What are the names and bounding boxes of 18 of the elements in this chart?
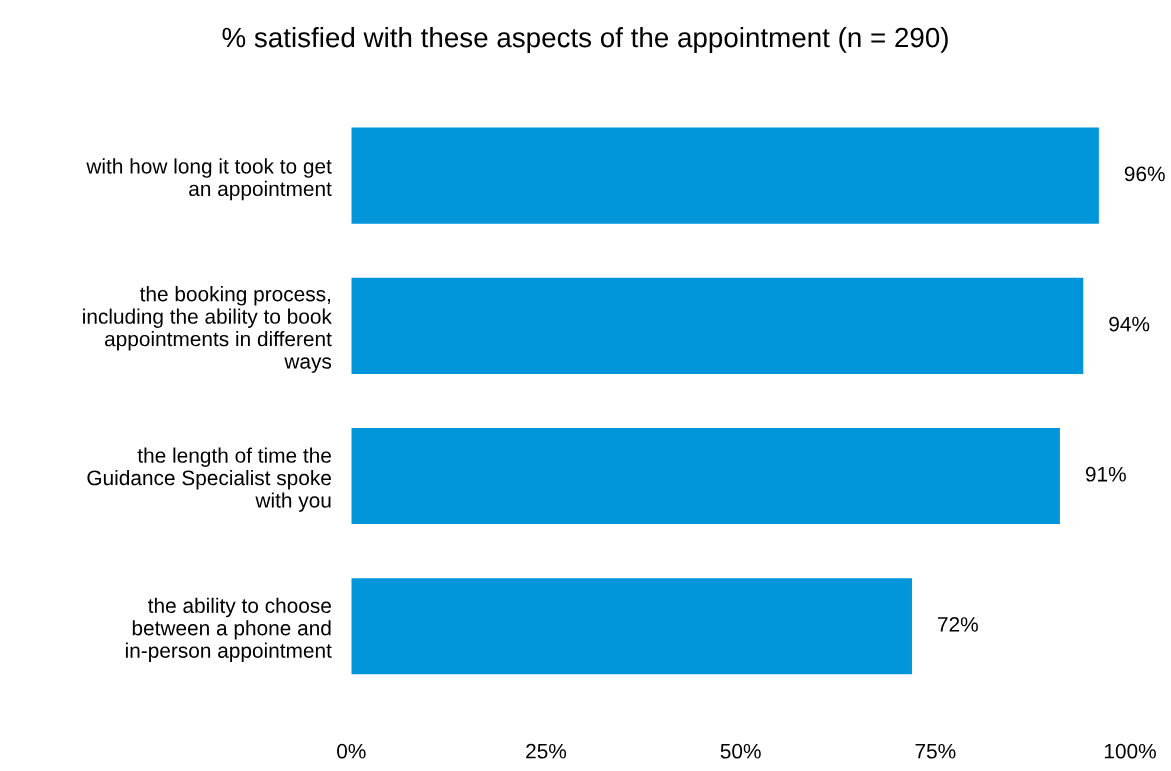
data-label: 96% <box>1124 166 1165 182</box>
bar <box>351 127 1099 224</box>
y-tick-label: the booking process, including the ability to book appointments in different ways <box>83 286 332 373</box>
chart-title: % satisfied with these aspects of the appointment (n = 290) <box>222 26 948 53</box>
bar <box>351 277 1084 374</box>
x-tick-label: 100% <box>1104 743 1156 759</box>
data-label: 91% <box>1085 466 1126 482</box>
y-tick-label: with how long it took to get an appointment <box>86 158 332 201</box>
x-tick-label: 0% <box>337 743 366 759</box>
data-label: 72% <box>938 617 978 632</box>
data-label: 94% <box>1109 316 1150 332</box>
y-tick-label: the length of time the Guidance Specialist spoke with you <box>87 447 331 512</box>
x-tick-label: 50% <box>720 743 761 759</box>
x-tick-label: 25% <box>526 743 567 759</box>
y-tick-label: the ability to choose between a phone and in-person appointment <box>125 597 332 663</box>
x-tick-label: 75% <box>915 743 956 759</box>
bar <box>351 578 912 675</box>
bar <box>351 427 1060 525</box>
